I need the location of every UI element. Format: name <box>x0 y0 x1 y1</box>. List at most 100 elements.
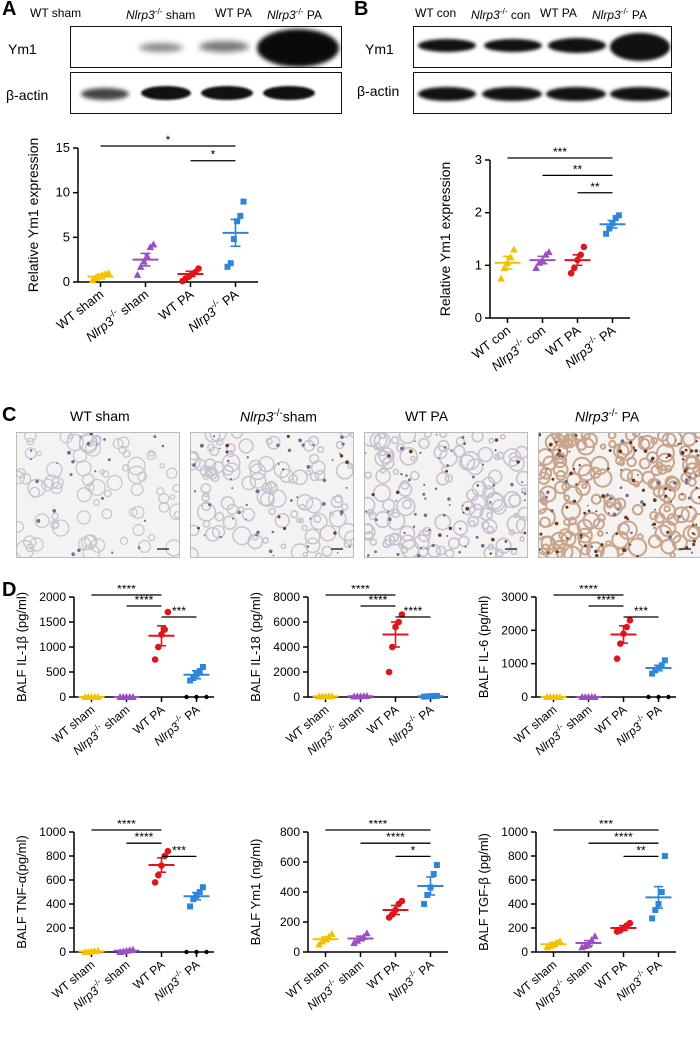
tissue-nucleus <box>213 435 216 438</box>
tissue-alveolus <box>521 487 527 494</box>
tissue-alveolus <box>330 495 344 509</box>
histology-title: WT PA <box>405 408 449 424</box>
histology-title: Nlrp3-/- PA <box>575 408 640 425</box>
tissue-alveolus <box>382 539 392 549</box>
data-point <box>91 274 100 282</box>
data-point <box>545 248 553 256</box>
tissue-nucleus <box>447 497 451 501</box>
tissue-nucleus <box>674 439 677 442</box>
tissue-alveolus <box>214 511 225 522</box>
y-tick-label: 4000 <box>273 640 300 654</box>
tissue-nucleus <box>557 449 562 453</box>
significance-label: **** <box>369 593 388 607</box>
tissue-alveolus <box>639 434 656 451</box>
tissue-nucleus <box>35 479 39 484</box>
tissue-alveolus <box>72 448 88 464</box>
data-point <box>497 274 505 282</box>
tissue-nucleus <box>516 460 520 464</box>
tissue-alveolus <box>539 490 545 501</box>
tissue-alveolus <box>619 468 634 482</box>
tissue-alveolus <box>434 513 452 531</box>
tissue-alveolus <box>617 522 631 536</box>
tissue-alveolus <box>668 480 678 490</box>
tissue-alveolus <box>132 523 145 537</box>
tissue-alveolus <box>391 508 401 519</box>
tissue-alveolus <box>17 470 25 485</box>
significance-label: * <box>211 148 216 162</box>
tissue-alveolus <box>487 543 495 551</box>
y-tick-label: 0 <box>63 274 70 289</box>
tissue-alveolus <box>238 438 254 454</box>
tissue-nucleus <box>624 515 628 520</box>
tissue-alveolus <box>466 458 484 476</box>
blot-band <box>484 39 542 52</box>
tissue-alveolus <box>561 500 582 521</box>
tissue-alveolus <box>485 502 494 511</box>
tissue-alveolus <box>305 497 323 514</box>
y-tick-label: 200 <box>46 921 66 935</box>
tissue-alveolus <box>158 501 170 513</box>
data-point <box>234 218 241 225</box>
tissue-nucleus <box>539 433 542 437</box>
tissue-alveolus <box>365 523 376 540</box>
tissue-alveolus <box>205 526 221 542</box>
tissue-nucleus <box>665 456 668 459</box>
tissue-alveolus <box>226 449 235 458</box>
tissue-nucleus <box>684 481 688 485</box>
data-point <box>613 655 621 662</box>
tissue-nucleus <box>480 543 485 548</box>
tissue-alveolus <box>78 433 98 452</box>
blot-b-lane-labels: WT con Nlrp3-/- con WT PA Nlrp3-/- PA <box>415 6 700 22</box>
tissue-alveolus <box>480 520 490 530</box>
tissue-nucleus <box>428 528 431 532</box>
tissue-nucleus <box>231 517 234 520</box>
data-point <box>133 270 142 278</box>
y-tick-label: 200 <box>280 915 300 929</box>
tissue-alveolus <box>508 493 522 508</box>
tissue-alveolus <box>367 508 375 516</box>
blot-band <box>610 33 670 61</box>
tissue-nucleus <box>590 545 594 549</box>
data-point <box>151 879 159 886</box>
data-point <box>532 263 540 271</box>
tissue-alveolus <box>638 457 651 470</box>
tissue-alveolus <box>558 528 573 542</box>
data-point <box>615 212 622 219</box>
tissue-alveolus <box>422 526 432 537</box>
x-tick-label: Nlrp3-/- PA <box>184 285 242 335</box>
tissue-alveolus <box>279 468 294 483</box>
tissue-alveolus <box>539 485 557 503</box>
tissue-alveolus <box>202 520 211 528</box>
tissue-nucleus <box>694 474 698 477</box>
blot-band <box>482 87 542 101</box>
tissue-alveolus <box>23 433 37 442</box>
tissue-nucleus <box>245 518 247 521</box>
significance-label: *** <box>599 820 613 831</box>
tissue-alveolus <box>203 491 209 498</box>
tissue-nucleus <box>438 533 442 537</box>
tissue-nucleus <box>504 540 508 543</box>
tissue-nucleus <box>666 530 670 534</box>
tissue-nucleus <box>412 525 416 528</box>
tissue-alveolus <box>396 496 416 517</box>
tissue-alveolus <box>81 534 97 551</box>
tissue-alveolus <box>589 466 602 479</box>
tissue-nucleus <box>29 458 32 461</box>
significance-label: **** <box>597 593 616 607</box>
panel-label-a: A <box>2 0 17 20</box>
tissue-nucleus <box>400 473 403 476</box>
tissue-nucleus <box>446 535 449 538</box>
tissue-nucleus <box>683 469 688 473</box>
tissue-alveolus <box>494 548 504 557</box>
tissue-alveolus <box>165 539 179 557</box>
tissue-alveolus <box>221 453 241 473</box>
y-tick-label: 2000 <box>273 665 300 679</box>
tissue-alveolus <box>572 456 592 477</box>
tissue-alveolus <box>302 551 309 557</box>
tissue-alveolus <box>321 545 333 557</box>
tissue-alveolus <box>555 470 567 481</box>
data-point <box>661 853 668 859</box>
tissue-alveolus <box>613 442 630 460</box>
tissue-alveolus <box>112 438 124 450</box>
tissue-alveolus <box>397 482 413 497</box>
